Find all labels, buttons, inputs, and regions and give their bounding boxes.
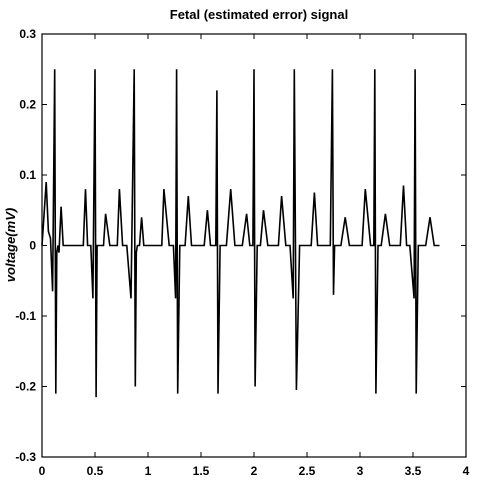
x-tick-label: 0 [39, 464, 46, 478]
y-axis-label: voltage(mV) [3, 208, 18, 282]
x-tick-label: 2 [251, 464, 258, 478]
x-tick-label: 1 [145, 464, 152, 478]
series-group [41, 69, 440, 398]
y-tick-label: 0.3 [19, 27, 36, 41]
x-tick-label: 0.5 [87, 464, 104, 478]
series-line-0 [41, 69, 440, 398]
x-tick-label: 3.5 [405, 464, 422, 478]
x-tick-label: 1.5 [193, 464, 210, 478]
y-tick-label: 0 [29, 239, 36, 253]
y-tick-label: 0.1 [19, 168, 36, 182]
x-tick-label: 3 [357, 464, 364, 478]
x-tick-label: 4 [463, 464, 470, 478]
x-tick-label: 2.5 [299, 464, 316, 478]
chart-title: Fetal (estimated error) signal [170, 7, 348, 22]
y-tick-label: -0.1 [15, 309, 36, 323]
tick-marks [41, 33, 467, 458]
tick-labels: 0 0.5 1 1.5 2 2.5 3 3.5 4 0.3 0.2 0.1 0 -0.1 -0.2 -0.3 [15, 27, 469, 478]
y-tick-label: 0.2 [19, 98, 36, 112]
y-tick-label: -0.2 [15, 380, 36, 394]
y-tick-label: -0.3 [15, 450, 36, 464]
